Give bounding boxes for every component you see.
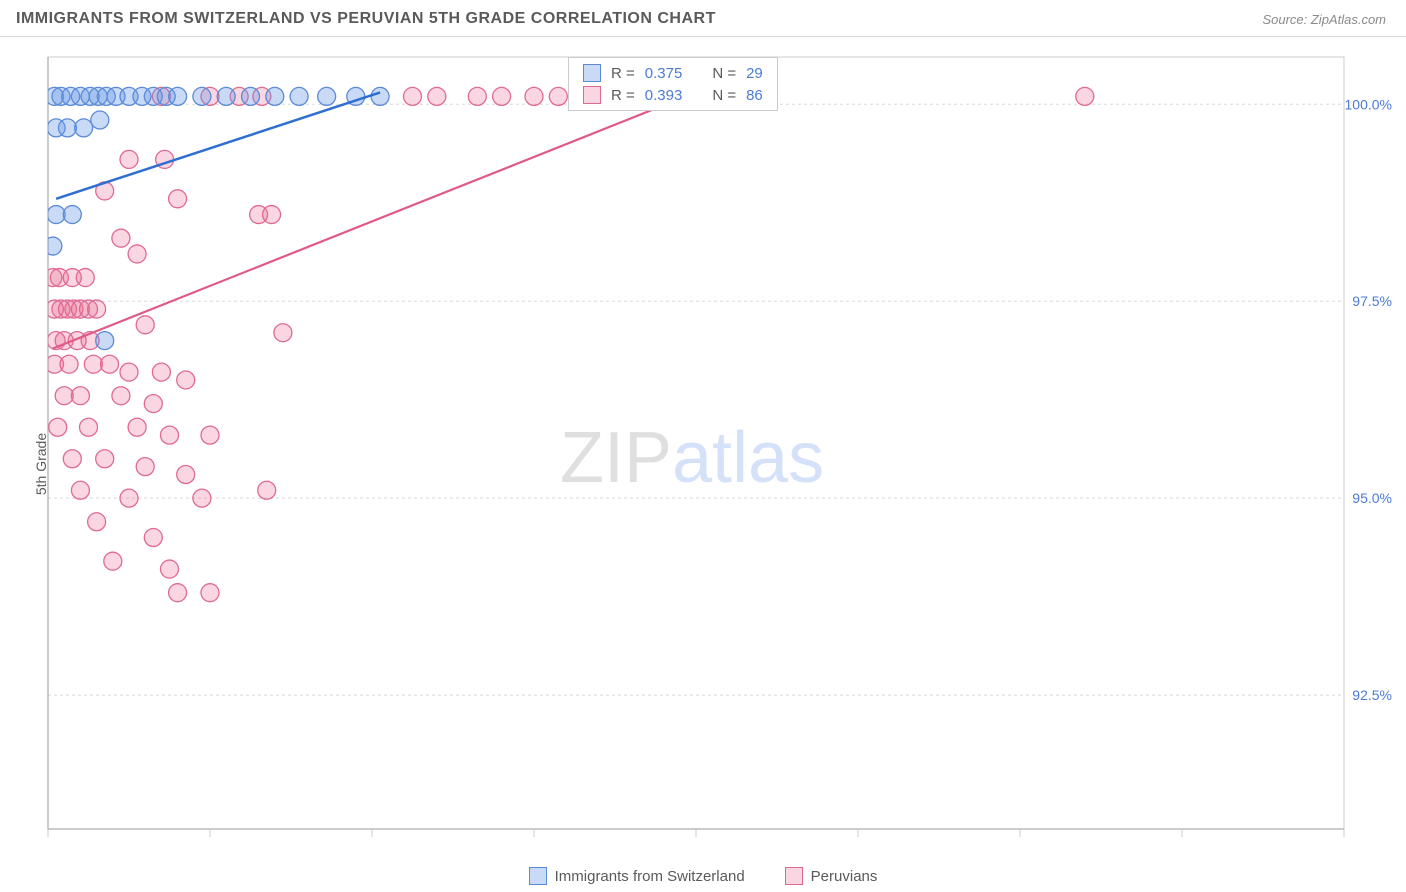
data-point [152, 363, 170, 381]
legend-n-value: 29 [746, 65, 763, 82]
data-point [144, 529, 162, 547]
legend-r-label: R = [611, 65, 635, 82]
data-point [144, 395, 162, 413]
legend-swatch [529, 867, 547, 885]
data-point [193, 87, 211, 105]
data-point [290, 87, 308, 105]
data-point [120, 150, 138, 168]
data-point [63, 206, 81, 224]
data-point [136, 458, 154, 476]
data-point [217, 87, 235, 105]
legend-swatch [785, 867, 803, 885]
y-tick-label: 92.5% [1352, 687, 1392, 703]
data-point [120, 363, 138, 381]
data-point [169, 190, 187, 208]
data-point [525, 87, 543, 105]
data-point [60, 355, 78, 373]
data-point [128, 418, 146, 436]
data-point [63, 450, 81, 468]
data-point [263, 206, 281, 224]
x-tick-label: 0.0% [48, 844, 80, 847]
y-tick-label: 97.5% [1352, 293, 1392, 309]
data-point [96, 332, 114, 350]
data-point [404, 87, 422, 105]
data-point [80, 418, 98, 436]
chart-area: 5th Grade 92.5% 95.0% 97.5% 100.0% 0.0% 80.0%… [0, 37, 1406, 891]
y-axis-label: 5th Grade [33, 433, 49, 495]
data-point [266, 87, 284, 105]
legend-r-value: 0.393 [645, 87, 683, 104]
data-point [75, 119, 93, 137]
data-point [242, 87, 260, 105]
data-point [468, 87, 486, 105]
data-point [371, 87, 389, 105]
scatter-plot-svg: 92.5% 95.0% 97.5% 100.0% 0.0% 80.0% [0, 37, 1406, 847]
data-point [71, 481, 89, 499]
legend-series-label: Immigrants from Switzerland [555, 868, 745, 885]
data-point [201, 584, 219, 602]
data-point [136, 316, 154, 334]
chart-source: Source: ZipAtlas.com [1262, 12, 1386, 27]
data-point [91, 111, 109, 129]
data-point [201, 426, 219, 444]
y-tick-label: 100.0% [1345, 96, 1392, 112]
legend-n-value: 86 [746, 87, 763, 104]
legend-bottom-item: Immigrants from Switzerland [529, 867, 745, 885]
data-point [96, 450, 114, 468]
data-point [49, 418, 67, 436]
data-point [55, 387, 73, 405]
data-point [128, 245, 146, 263]
legend-swatch [583, 64, 601, 82]
chart-title: IMMIGRANTS FROM SWITZERLAND VS PERUVIAN … [16, 10, 716, 28]
y-tick-label: 95.0% [1352, 490, 1392, 506]
data-point [47, 206, 65, 224]
data-point [101, 355, 119, 373]
legend-bottom-item: Peruvians [785, 867, 878, 885]
data-point [258, 481, 276, 499]
chart-header: IMMIGRANTS FROM SWITZERLAND VS PERUVIAN … [0, 0, 1406, 37]
data-point [161, 426, 179, 444]
data-point [161, 560, 179, 578]
data-point [112, 229, 130, 247]
data-point [428, 87, 446, 105]
data-point [71, 387, 89, 405]
data-point [177, 371, 195, 389]
data-point [112, 387, 130, 405]
data-point [193, 489, 211, 507]
data-point [58, 119, 76, 137]
x-tick-label: 80.0% [1304, 844, 1344, 847]
data-point [169, 584, 187, 602]
data-point [88, 513, 106, 531]
data-point [549, 87, 567, 105]
legend-row: R = 0.393 N = 86 [569, 84, 777, 106]
data-point [274, 324, 292, 342]
legend-r-value: 0.375 [645, 65, 683, 82]
correlation-legend: R = 0.375 N = 29 R = 0.393 N = 86 [568, 57, 778, 111]
legend-r-label: R = [611, 87, 635, 104]
legend-row: R = 0.375 N = 29 [569, 62, 777, 84]
data-point [493, 87, 511, 105]
data-point [120, 489, 138, 507]
data-point [84, 355, 102, 373]
data-point [76, 269, 94, 287]
data-point [169, 87, 187, 105]
data-point [104, 552, 122, 570]
legend-n-label: N = [712, 65, 736, 82]
legend-swatch [583, 86, 601, 104]
data-point [88, 300, 106, 318]
data-point [318, 87, 336, 105]
data-point [44, 237, 62, 255]
data-point [177, 466, 195, 484]
legend-series-label: Peruvians [811, 868, 878, 885]
data-point [1076, 87, 1094, 105]
legend-n-label: N = [712, 87, 736, 104]
series-legend: Immigrants from Switzerland Peruvians [0, 867, 1406, 885]
